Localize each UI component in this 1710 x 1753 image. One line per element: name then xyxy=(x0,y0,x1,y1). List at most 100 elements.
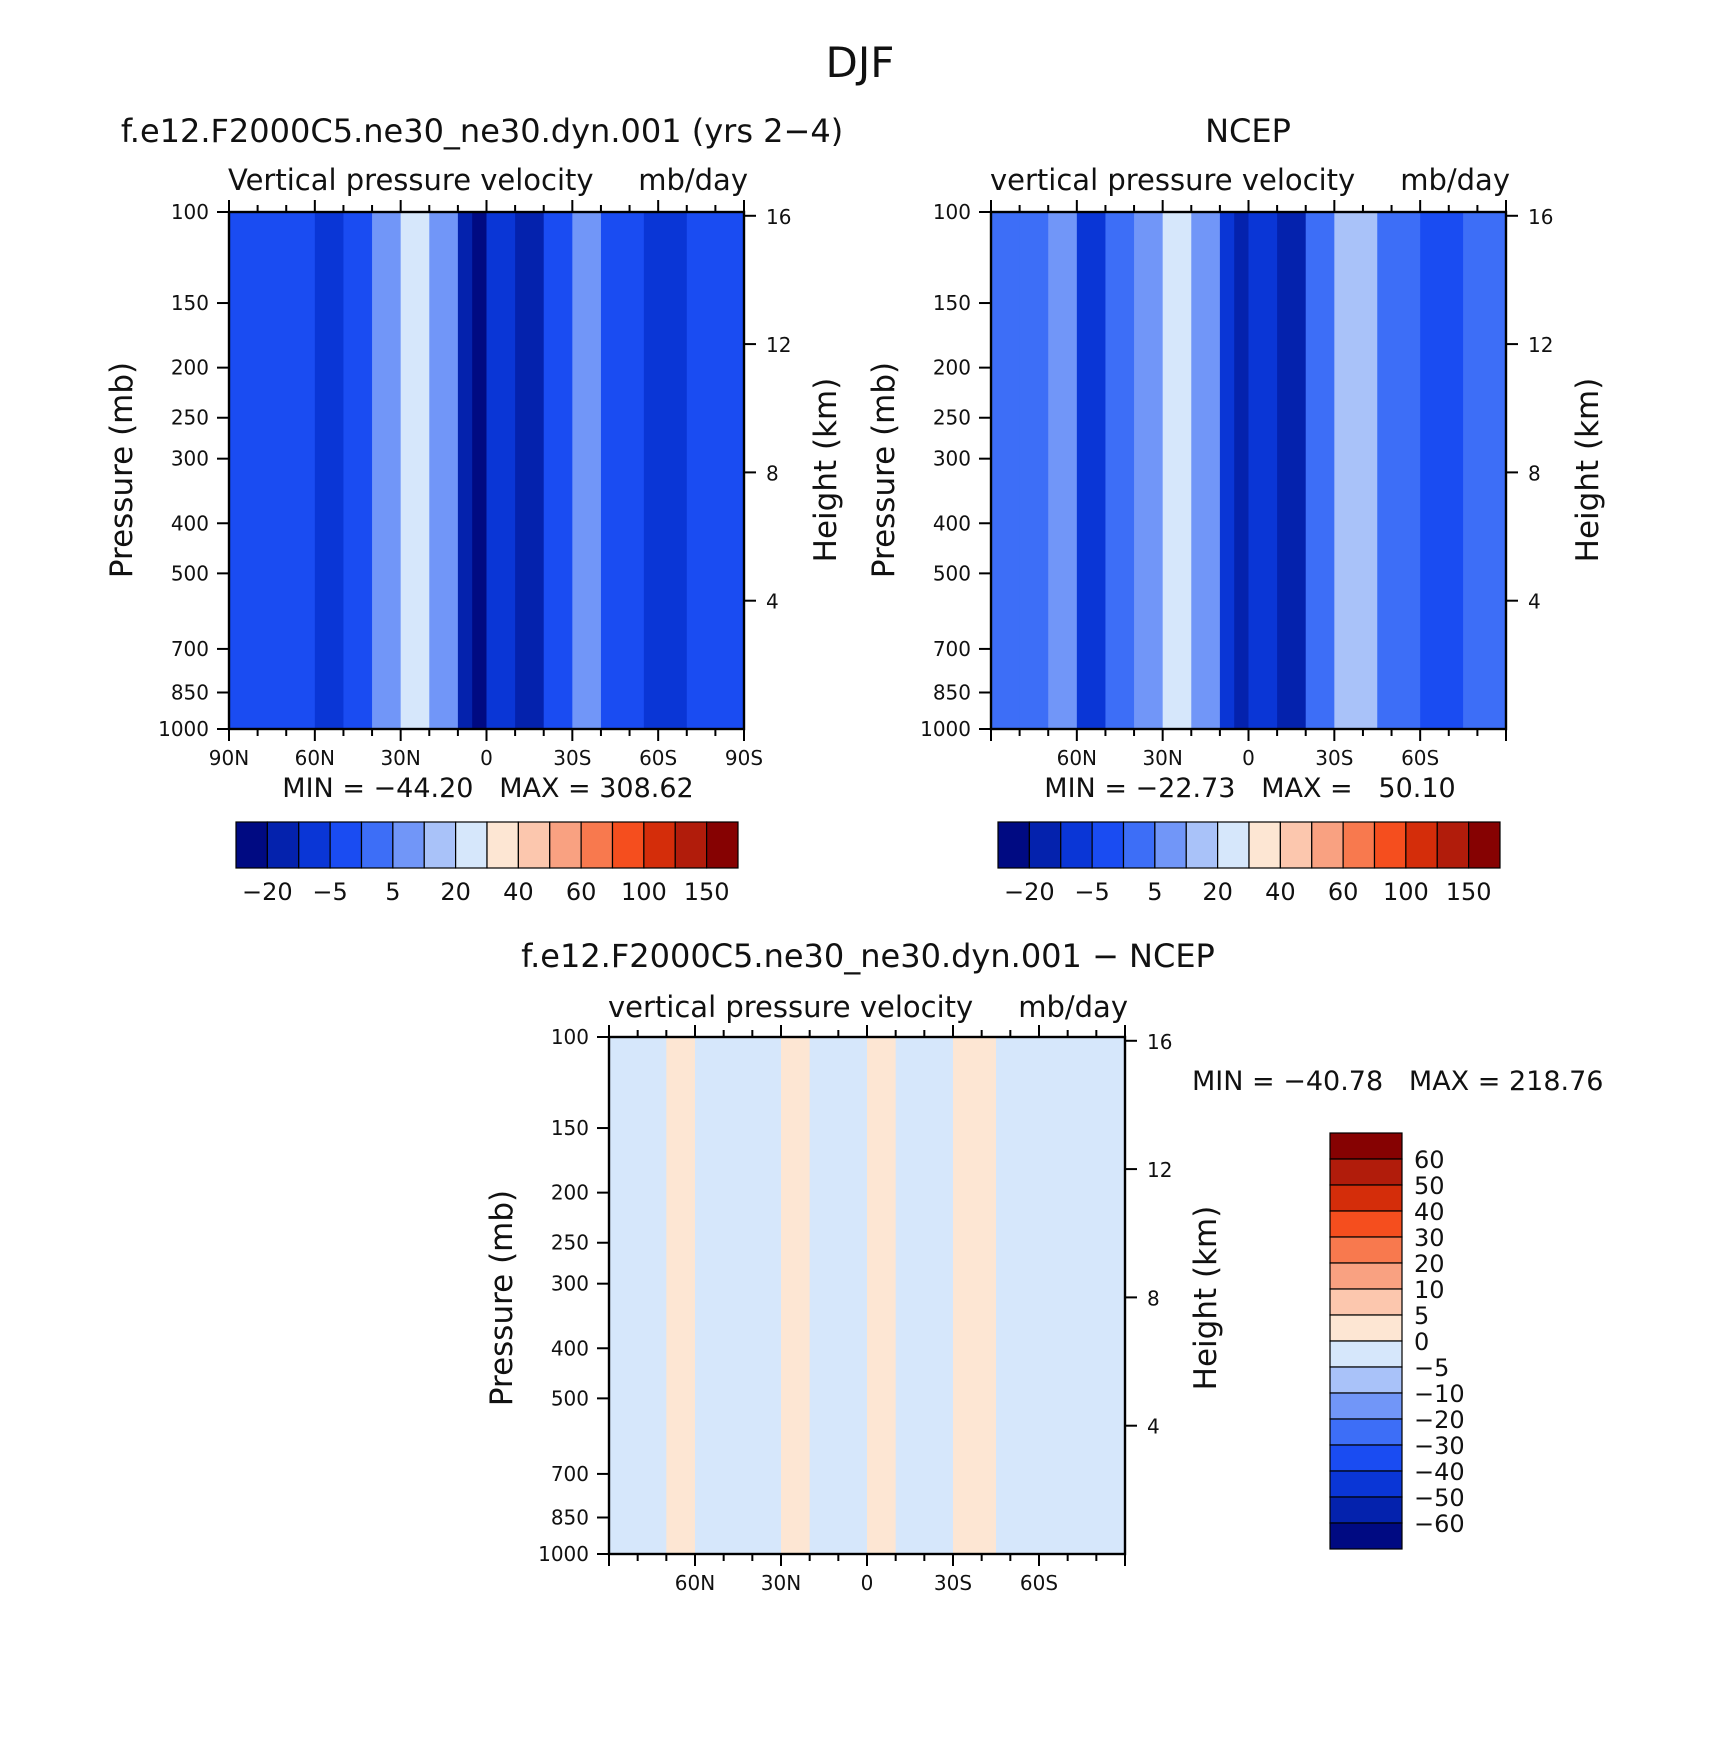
colorbar-box xyxy=(1329,1262,1403,1290)
colorbar-label: −20 xyxy=(1414,1406,1465,1434)
x-tick-label: 60S xyxy=(1401,746,1439,770)
colorbar-label: 10 xyxy=(1414,1276,1445,1304)
panel-model-right-label: mb/day xyxy=(638,163,748,197)
contour-band xyxy=(666,1037,696,1554)
contour-band xyxy=(515,212,545,729)
y-right-tick-label: 16 xyxy=(1528,205,1553,229)
contour-band xyxy=(600,212,645,729)
colorbar-box xyxy=(1248,821,1281,869)
colorbar-box xyxy=(298,821,331,869)
contour-band xyxy=(400,212,430,729)
colorbar-box xyxy=(1405,821,1438,869)
contour-band xyxy=(895,1037,925,1554)
colorbar-box xyxy=(1329,1470,1403,1498)
contour-band xyxy=(1162,212,1192,729)
colorbar-label: 40 xyxy=(503,878,534,906)
x-tick-label: 90S xyxy=(725,746,763,770)
x-tick-label: 0 xyxy=(1242,746,1255,770)
contour-band xyxy=(1076,212,1106,729)
panel-diff-right-label: mb/day xyxy=(1018,990,1128,1024)
y-tick-label: 400 xyxy=(933,511,971,535)
y-right-tick-label: 4 xyxy=(1147,1415,1160,1439)
x-tick-label: 30N xyxy=(761,1571,801,1595)
colorbar-box xyxy=(392,821,425,869)
x-tick-label: 30S xyxy=(934,1571,972,1595)
y-tick-label: 700 xyxy=(171,637,209,661)
y-tick-label: 300 xyxy=(933,447,971,471)
contour-band xyxy=(1019,212,1049,729)
y-tick-label: 250 xyxy=(933,406,971,430)
colorbar-box xyxy=(1122,821,1156,869)
panel-model-ylabel-right: Height (km) xyxy=(808,378,844,563)
y-right-tick-label: 4 xyxy=(766,590,779,614)
contour-band xyxy=(723,1037,753,1554)
contour-band xyxy=(486,212,516,729)
colorbar-box xyxy=(1329,1184,1403,1212)
x-tick-label: 0 xyxy=(480,746,493,770)
colorbar-box xyxy=(1342,821,1376,869)
colorbar-box xyxy=(1329,1288,1403,1316)
contour-band xyxy=(752,1037,782,1554)
colorbar-label: 20 xyxy=(1202,878,1233,906)
colorbar-label: −10 xyxy=(1414,1380,1465,1408)
panel-ncep-title: NCEP xyxy=(1205,112,1291,150)
contour-band xyxy=(996,1037,1040,1554)
colorbar-label: −20 xyxy=(242,878,293,906)
contour-band xyxy=(1334,212,1378,729)
panel-model-stats: MIN = −44.20 MAX = 308.62 xyxy=(282,773,693,804)
colorbar-label: 60 xyxy=(1328,878,1359,906)
contour-band xyxy=(429,212,459,729)
colorbar-box xyxy=(1154,821,1187,869)
x-tick-label: 30N xyxy=(380,746,420,770)
colorbar-label: −60 xyxy=(1414,1510,1465,1538)
x-tick-label: 30S xyxy=(1315,746,1353,770)
contour-band xyxy=(1305,212,1335,729)
colorbar-label: 60 xyxy=(566,878,597,906)
y-tick-label: 150 xyxy=(171,291,209,315)
contour-band xyxy=(991,212,1021,729)
colorbar-box xyxy=(1060,821,1093,869)
y-tick-label: 500 xyxy=(551,1386,589,1410)
y-tick-label: 250 xyxy=(171,406,209,430)
colorbar-box xyxy=(1329,1392,1403,1420)
colorbar-label: −5 xyxy=(312,878,347,906)
colorbar-box xyxy=(1279,821,1313,869)
panel-diff-stats: MIN = −40.78 MAX = 218.76 xyxy=(1192,1066,1603,1097)
colorbar-box xyxy=(455,821,488,869)
panel-ncep-ylabel: Pressure (mb) xyxy=(866,362,902,578)
y-tick-label: 300 xyxy=(171,447,209,471)
panel-diff-title: f.e12.F2000C5.ne30_ne30.dyn.001 − NCEP xyxy=(521,937,1215,975)
colorbar-box xyxy=(997,821,1030,869)
y-right-tick-label: 4 xyxy=(1528,590,1541,614)
contour-band xyxy=(572,212,602,729)
x-tick-label: 60S xyxy=(639,746,677,770)
colorbar-box xyxy=(1329,1158,1403,1186)
colorbar-box xyxy=(1329,1132,1403,1160)
panel-diff: f.e12.F2000C5.ne30_ne30.dyn.001 − NCEP v… xyxy=(484,937,1603,1595)
colorbar-box xyxy=(674,821,708,869)
y-right-tick-label: 8 xyxy=(1147,1286,1160,1310)
colorbar-label: −20 xyxy=(1004,878,1055,906)
contour-band xyxy=(457,212,473,729)
colorbar-label: 5 xyxy=(385,878,400,906)
x-tick-label: 0 xyxy=(861,1571,874,1595)
contour-band xyxy=(1219,212,1235,729)
contour-band xyxy=(637,1037,667,1554)
y-tick-label: 1000 xyxy=(158,717,209,741)
colorbar-label: 100 xyxy=(621,878,667,906)
contour-band xyxy=(1420,212,1464,729)
panel-model-colorbar: −20 −5 5 20 40 60 100 150 xyxy=(235,821,739,906)
colorbar-box xyxy=(486,821,519,869)
contour-band xyxy=(1248,212,1278,729)
colorbar-box xyxy=(1185,821,1219,869)
x-tick-label: 60N xyxy=(675,1571,715,1595)
colorbar-box xyxy=(1329,1340,1403,1368)
panel-ncep-plot: 100 150 200 250 300 400 500 700 850 1000 16 12 8 4 60N… xyxy=(920,200,1553,770)
y-tick-label: 100 xyxy=(933,200,971,224)
contour-band xyxy=(781,1037,811,1554)
contour-band xyxy=(609,1037,639,1554)
y-tick-label: 400 xyxy=(551,1336,589,1360)
contour-band xyxy=(543,212,573,729)
